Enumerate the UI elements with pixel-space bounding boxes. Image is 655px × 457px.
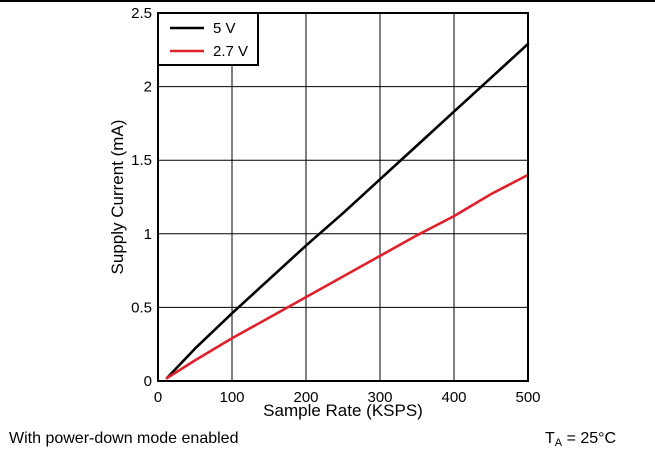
x-tick-label: 400 (441, 389, 466, 406)
x-tick-label: 300 (367, 389, 392, 406)
temp-subscript: A (554, 437, 563, 449)
y-tick-label: 2.5 (131, 5, 152, 22)
x-tick-label: 0 (154, 389, 162, 406)
x-tick-labels: 0 100 200 300 400 500 (154, 389, 541, 406)
y-tick-label: 0.5 (131, 299, 152, 316)
x-tick-label: 200 (293, 389, 318, 406)
legend-box (157, 12, 259, 66)
series-line-2-7-v (165, 173, 530, 380)
footnote: With power-down mode enabled (9, 430, 239, 447)
x-tick-label: 100 (219, 389, 244, 406)
x-tick-label: 500 (515, 389, 540, 406)
y-tick-label: 1 (144, 226, 152, 243)
temperature-note: TA = 25°C (545, 430, 616, 449)
top-rule (0, 0, 655, 2)
legend-label: 2.7 V (213, 43, 248, 60)
y-tick-label: 0 (144, 373, 152, 390)
y-axis-title: Supply Current (mA) (108, 120, 127, 275)
legend-label: 5 V (213, 20, 236, 37)
y-tick-labels: 0 0.5 1 1.5 2 2.5 (131, 5, 152, 390)
x-axis-title: Sample Rate (KSPS) (263, 401, 423, 420)
plot-frame (157, 12, 529, 382)
y-tick-label: 1.5 (131, 152, 152, 169)
series-layer (165, 42, 530, 380)
grid (158, 13, 528, 381)
temp-symbol: T (545, 430, 555, 447)
legend: 5 V 2.7 V (157, 12, 259, 66)
series-line-5-v (165, 42, 530, 380)
temp-value: = 25°C (562, 430, 617, 447)
y-tick-label: 2 (144, 79, 152, 96)
